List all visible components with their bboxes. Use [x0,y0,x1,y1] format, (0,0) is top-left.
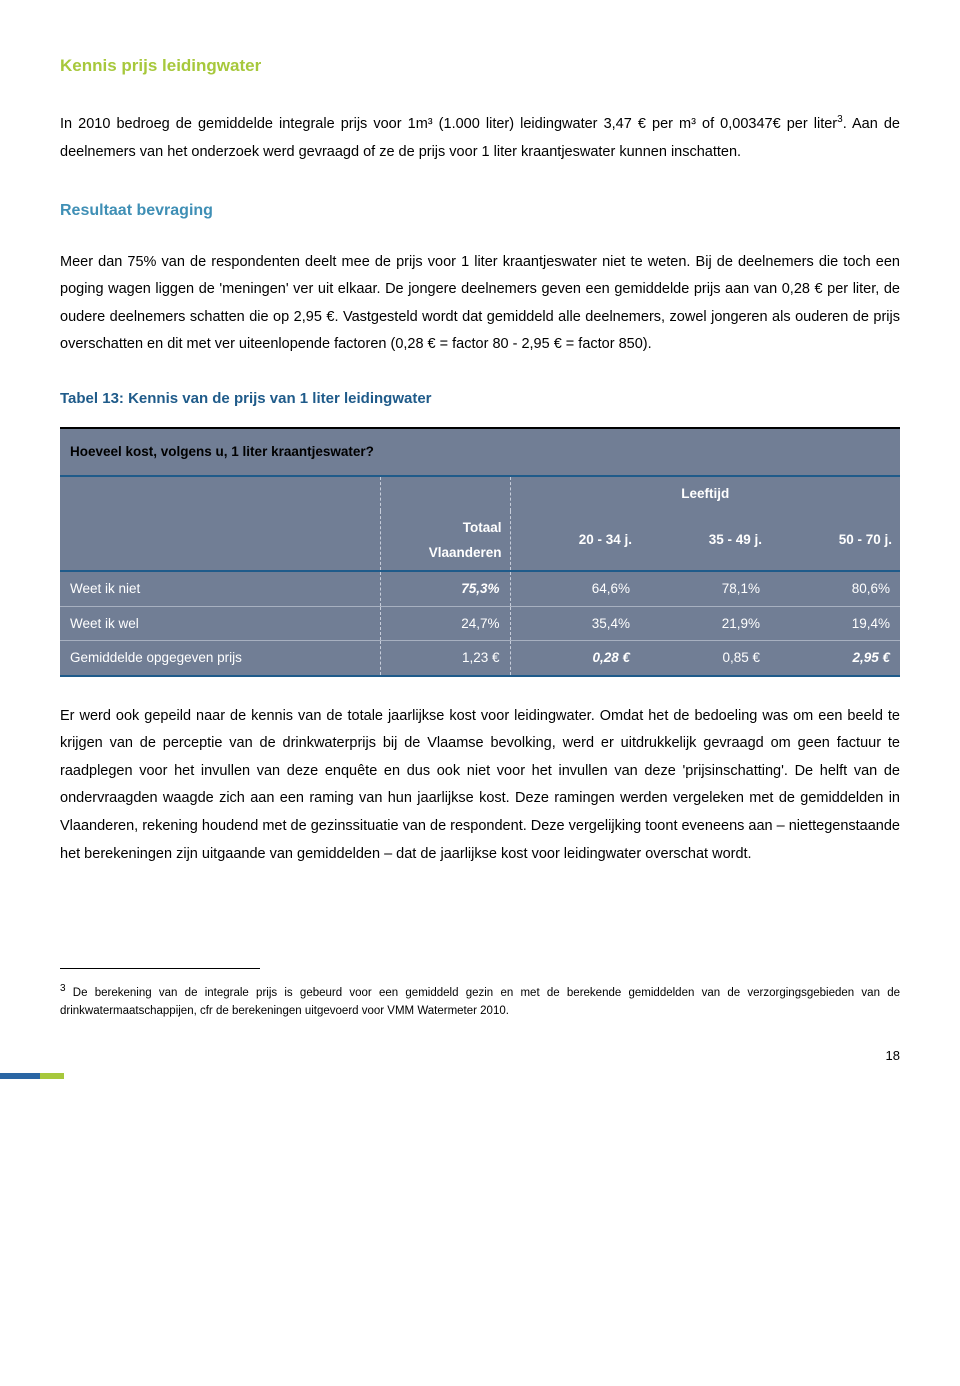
price-knowledge-table: Hoeveel kost, volgens u, 1 liter kraantj… [60,427,900,676]
intro-text-1: In 2010 bedroeg de gemiddelde integrale … [60,116,837,132]
cell-c1: 0,28 € [510,641,640,676]
table-row: Gemiddelde opgegeven prijs 1,23 € 0,28 €… [60,641,900,676]
result-paragraph: Meer dan 75% van de respondenten deelt m… [60,249,900,359]
cell-totaal: 1,23 € [380,641,510,676]
row-label: Weet ik niet [60,571,380,606]
empty-row-hdr [60,511,380,571]
table-row: Weet ik wel 24,7% 35,4% 21,9% 19,4% [60,606,900,641]
cell-totaal: 75,3% [380,571,510,606]
col-age-1: 20 - 34 j. [510,511,640,571]
intro-paragraph: In 2010 bedroeg de gemiddelde integrale … [60,110,900,166]
row-label: Weet ik wel [60,606,380,641]
blank-hdr [60,476,380,511]
col-age-2: 35 - 49 j. [640,511,770,571]
col-totaal: Totaal Vlaanderen [380,511,510,571]
cell-c3: 80,6% [770,571,900,606]
cell-c1: 64,6% [510,571,640,606]
after-table-paragraph: Er werd ook gepeild naar de kennis van d… [60,703,900,868]
blank-totaal-hdr [380,476,510,511]
footer-blue-bar [0,1073,40,1079]
footnote-separator [60,968,260,969]
cell-c1: 35,4% [510,606,640,641]
cell-c2: 21,9% [640,606,770,641]
cell-c2: 78,1% [640,571,770,606]
footer-green-bar [40,1073,64,1079]
col-age-3: 50 - 70 j. [770,511,900,571]
footnote-text: De berekening van de integrale prijs is … [60,986,900,1016]
footnote: 3 De berekening van de integrale prijs i… [60,981,900,1021]
table-title: Tabel 13: Kennis van de prijs van 1 lite… [60,385,900,414]
cell-c3: 19,4% [770,606,900,641]
age-group-header: Leeftijd [510,476,900,511]
cell-c2: 0,85 € [640,641,770,676]
row-label: Gemiddelde opgegeven prijs [60,641,380,676]
footer-accent [60,1071,900,1079]
heading-kennis: Kennis prijs leidingwater [60,50,900,82]
table-row: Weet ik niet 75,3% 64,6% 78,1% 80,6% [60,571,900,606]
page-number: 18 [60,1044,900,1069]
heading-resultaat: Resultaat bevraging [60,196,900,226]
cell-totaal: 24,7% [380,606,510,641]
cell-c3: 2,95 € [770,641,900,676]
table-caption: Hoeveel kost, volgens u, 1 liter kraantj… [60,428,900,476]
